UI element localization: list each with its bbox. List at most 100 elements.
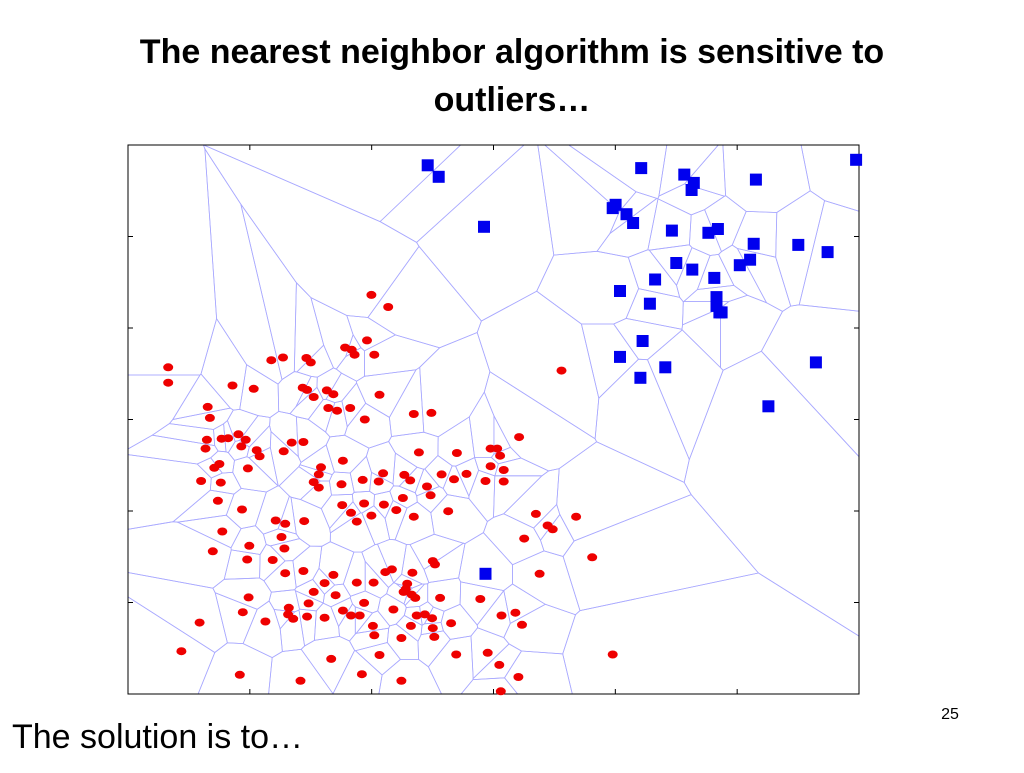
- red-circle-point: [397, 494, 408, 502]
- voronoi-cell: [388, 431, 439, 470]
- red-circle-point: [430, 560, 440, 569]
- red-circle-point: [337, 456, 348, 465]
- red-circle-point: [449, 475, 459, 484]
- red-circle-point: [451, 449, 462, 457]
- red-circle-point: [482, 648, 493, 657]
- red-circle-point: [451, 650, 462, 659]
- red-circle-point: [422, 482, 432, 491]
- blue-square-point: [649, 273, 662, 286]
- red-circle-point: [388, 605, 399, 614]
- red-circle-point: [405, 476, 416, 485]
- voronoi-cell: [200, 317, 248, 411]
- red-circle-point: [359, 598, 370, 607]
- red-circle-point: [396, 676, 407, 685]
- voronoi-cell: [647, 198, 692, 251]
- red-circle-point: [396, 634, 407, 642]
- red-circle-point: [319, 579, 330, 588]
- voronoi-cell: [394, 501, 435, 546]
- red-circle-point: [373, 477, 384, 486]
- voronoi-cell: [300, 635, 356, 695]
- red-circle-point: [519, 534, 530, 543]
- red-circle-point: [510, 608, 521, 617]
- red-circle-point: [280, 519, 291, 528]
- voronoi-cell: [503, 583, 547, 625]
- red-circle-point: [288, 614, 299, 623]
- blue-square-point: [744, 253, 757, 266]
- red-circle-point: [410, 593, 421, 602]
- red-circle-point: [366, 290, 377, 299]
- voronoi-cell: [176, 514, 242, 549]
- red-circle-point: [495, 687, 506, 696]
- red-circle-point: [411, 611, 422, 620]
- red-circle-point: [513, 673, 524, 681]
- red-circle-point: [276, 533, 287, 541]
- red-circle-point: [260, 617, 271, 626]
- red-circle-point: [426, 408, 437, 417]
- voronoi-cell: [127, 454, 212, 530]
- red-circle-point: [233, 430, 244, 439]
- red-circle-point: [215, 478, 226, 487]
- red-circle-point: [534, 569, 545, 578]
- red-circle-point: [194, 618, 205, 627]
- red-circle-point: [237, 505, 247, 514]
- red-circle-point: [204, 413, 215, 422]
- red-circle-point: [443, 507, 454, 516]
- red-circle-point: [302, 385, 313, 394]
- red-circle-point: [316, 463, 326, 472]
- voronoi-cell: [230, 525, 267, 555]
- blue-square-point: [627, 217, 640, 229]
- voronoi-cell: [458, 532, 513, 592]
- red-circle-point: [279, 544, 290, 553]
- red-circle-point: [278, 447, 289, 456]
- red-circle-point: [369, 350, 380, 359]
- red-circle-point: [254, 452, 265, 461]
- voronoi-cell: [239, 364, 280, 418]
- voronoi-cell: [720, 294, 784, 371]
- red-circle-point: [354, 611, 365, 620]
- red-circle-point: [542, 521, 553, 530]
- blue-square-point: [678, 168, 691, 181]
- voronoi-cell: [322, 583, 352, 608]
- red-circle-point: [308, 478, 319, 487]
- blue-square-point: [421, 159, 434, 172]
- red-circle-point: [405, 621, 416, 630]
- red-circle-point: [359, 415, 370, 424]
- red-circle-point: [336, 480, 347, 489]
- red-circle-point: [587, 553, 598, 562]
- slide-title: The nearest neighbor algorithm is sensit…: [40, 28, 984, 124]
- red-circle-point: [163, 363, 174, 372]
- voronoi-cell: [468, 469, 496, 523]
- voronoi-cell: [562, 572, 860, 695]
- red-circle-point: [313, 470, 324, 479]
- red-circle-point: [408, 410, 419, 418]
- blue-square-point: [749, 173, 762, 186]
- red-circle-point: [517, 620, 527, 629]
- red-circle-point: [303, 599, 314, 608]
- voronoi-cell: [171, 373, 232, 421]
- blue-square-point: [479, 567, 492, 580]
- voronoi-cell: [683, 350, 860, 637]
- voronoi-cell: [647, 329, 724, 461]
- red-circle-point: [313, 483, 324, 492]
- voronoi-cell: [503, 468, 560, 529]
- red-circle-point: [427, 614, 438, 623]
- red-circle-point: [374, 390, 385, 399]
- slide-title-line-1: The nearest neighbor algorithm is sensit…: [139, 33, 885, 71]
- red-circle-point: [492, 444, 503, 453]
- red-circle-point: [413, 448, 424, 457]
- red-circle-point: [419, 610, 430, 619]
- red-circle-point: [367, 621, 378, 630]
- voronoi-cell: [437, 416, 476, 467]
- voronoi-cell: [354, 606, 374, 635]
- blue-square-point: [708, 271, 721, 284]
- voronoi-cell: [482, 513, 545, 566]
- blue-square-point: [665, 224, 678, 237]
- data-points: [163, 153, 863, 696]
- voronoi-cell: [540, 513, 575, 557]
- voronoi-cell: [332, 649, 383, 695]
- blue-square-point: [686, 263, 699, 276]
- red-circle-point: [408, 512, 419, 521]
- voronoi-cell: [310, 296, 354, 370]
- red-circle-point: [368, 578, 379, 587]
